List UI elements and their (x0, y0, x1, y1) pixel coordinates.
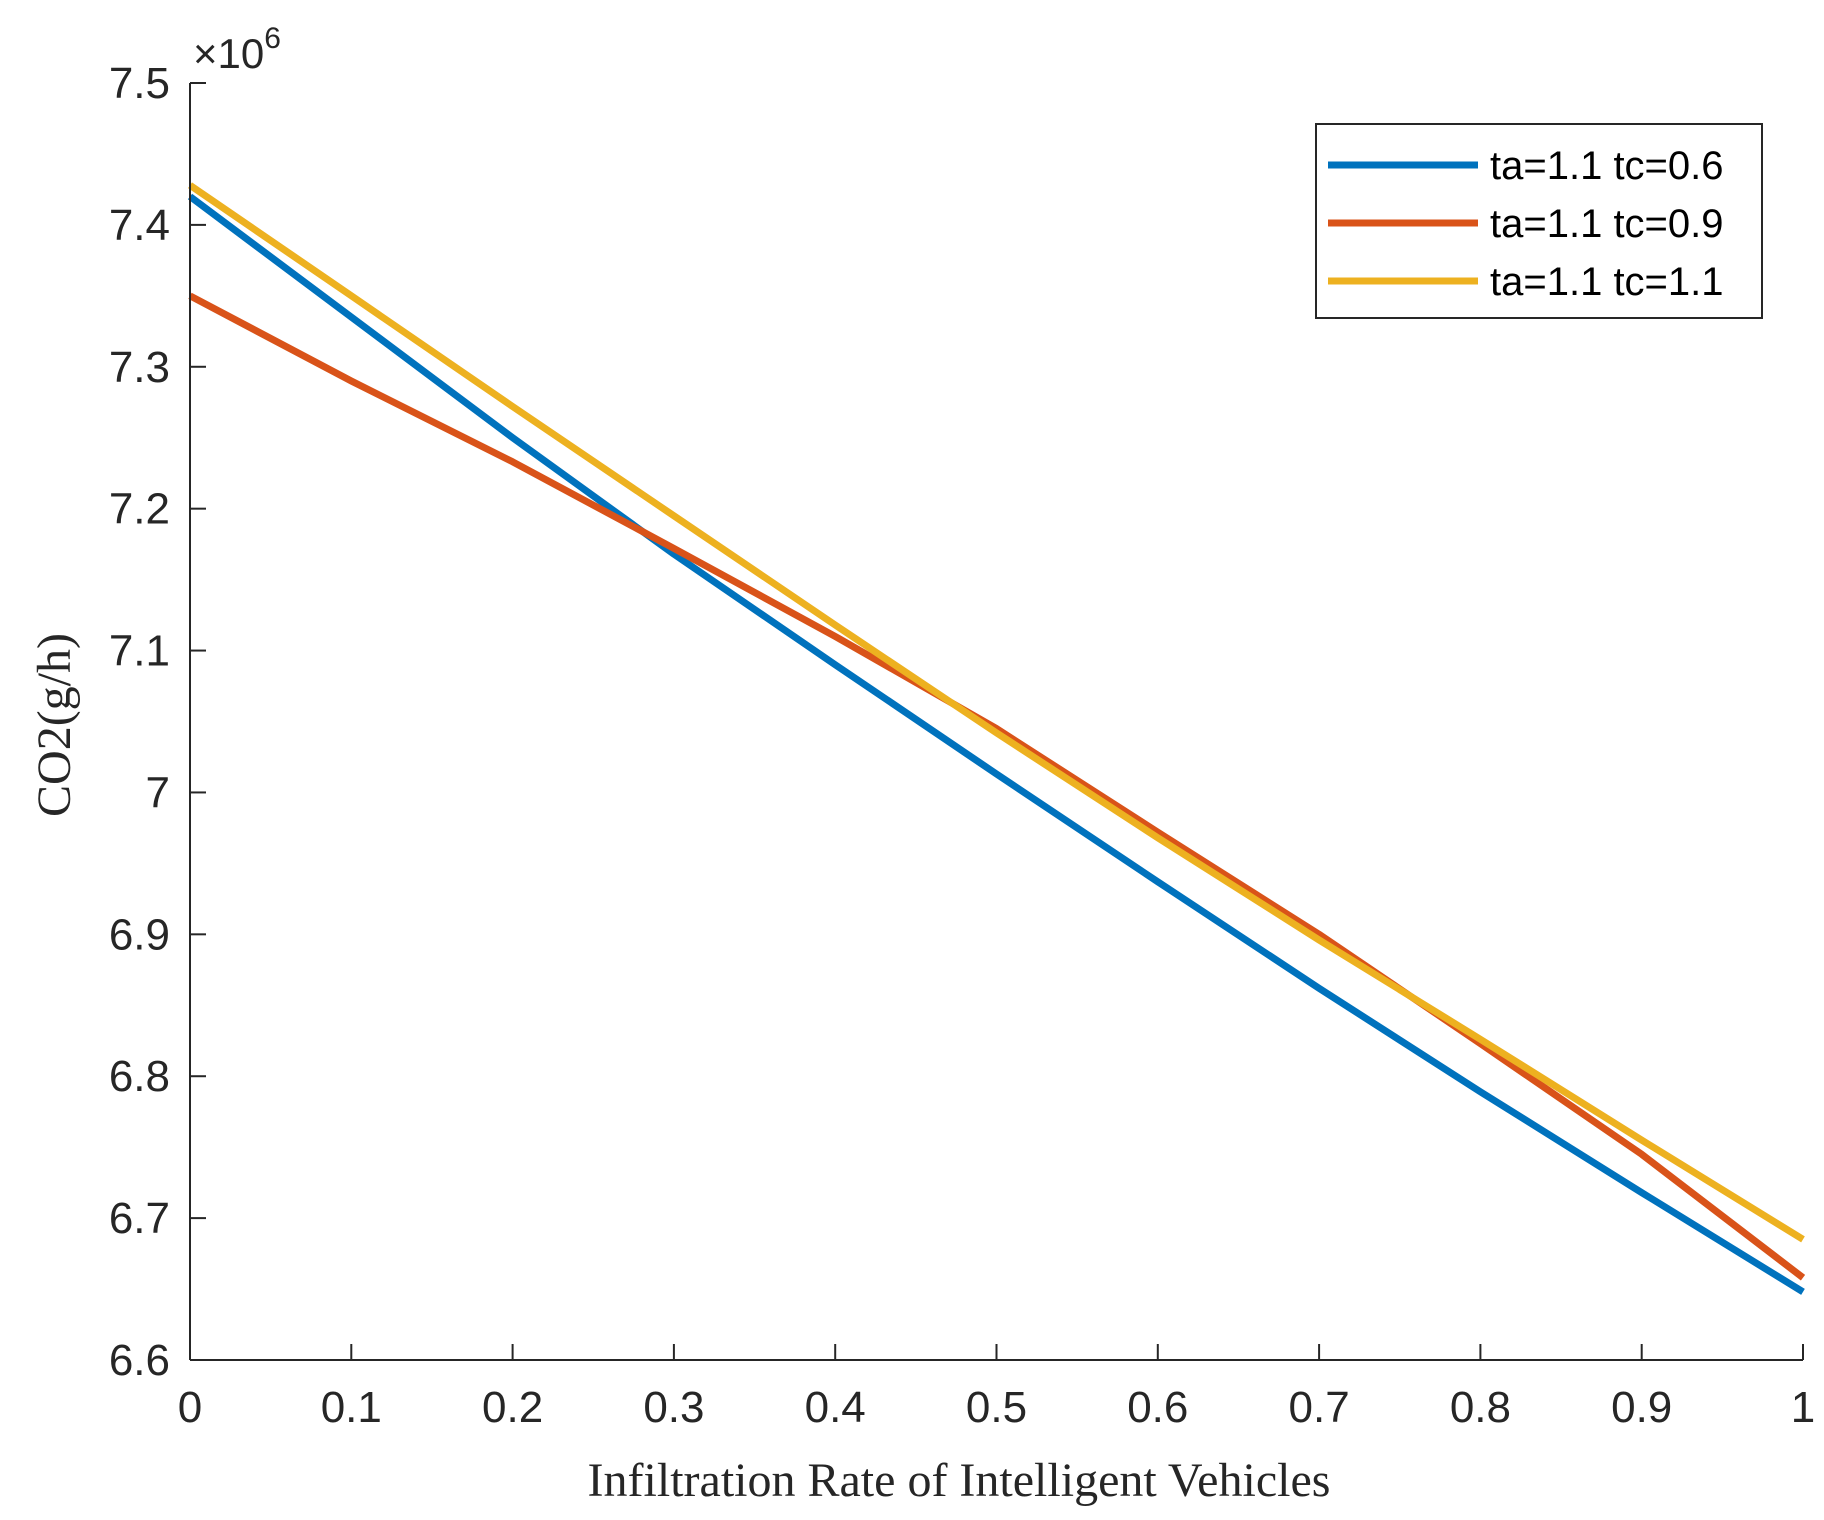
y-tick-label: 7.4 (109, 201, 170, 250)
x-tick-label: 0 (178, 1383, 202, 1432)
series-group (187, 182, 1806, 1295)
legend-label-3: ta=1.1 tc=1.1 (1490, 260, 1724, 304)
x-tick-label: 0.7 (1289, 1383, 1350, 1432)
legend-label-2: ta=1.1 tc=0.9 (1490, 202, 1724, 246)
y-axis-ticks: 6.6 6.7 6.8 6.9 7 7.1 7.2 7.3 7.4 7.5 (109, 59, 206, 1385)
x-tick-label: 0.6 (1127, 1383, 1188, 1432)
x-tick-label: 0.1 (321, 1383, 382, 1432)
y-axis-label: CO2(g/h) (28, 633, 81, 817)
x-axis-label: Infiltration Rate of Intelligent Vehicle… (588, 1454, 1331, 1507)
y-tick-label: 6.9 (109, 910, 170, 959)
y-axis-exponent: ×106 (193, 22, 281, 77)
x-tick-label: 0.9 (1611, 1383, 1672, 1432)
y-tick-label: 7.5 (109, 59, 170, 108)
y-tick-label: 6.6 (109, 1336, 170, 1385)
legend: ta=1.1 tc=0.6 ta=1.1 tc=0.9 ta=1.1 tc=1.1 (1315, 123, 1763, 319)
series-line-3 (188, 182, 1805, 1243)
x-tick-label: 0.4 (805, 1383, 866, 1432)
legend-label-1: ta=1.1 tc=0.6 (1490, 144, 1724, 188)
y-tick-label: 7.1 (109, 627, 170, 676)
x-tick-label: 1 (1791, 1383, 1815, 1432)
x-tick-label: 0.3 (643, 1383, 704, 1432)
x-tick-label: 0.8 (1450, 1383, 1511, 1432)
y-tick-label: 7.2 (109, 485, 170, 534)
y-tick-label: 7.3 (109, 343, 170, 392)
y-tick-label: 7 (146, 768, 170, 817)
x-tick-label: 0.2 (482, 1383, 543, 1432)
y-tick-label: 6.7 (109, 1194, 170, 1243)
y-tick-label: 6.8 (109, 1052, 170, 1101)
x-axis-ticks: 0 0.1 0.2 0.3 0.4 0.5 0.6 0.7 0.8 0.9 1 (178, 1344, 1815, 1432)
series-line-2 (188, 292, 1806, 1281)
series-line-1 (187, 193, 1805, 1295)
x-tick-label: 0.5 (966, 1383, 1027, 1432)
